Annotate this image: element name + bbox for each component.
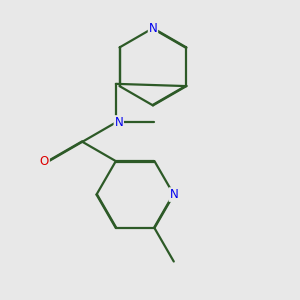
Text: N: N	[114, 116, 123, 129]
Text: N: N	[148, 22, 157, 34]
Text: N: N	[169, 188, 178, 201]
Text: O: O	[40, 154, 49, 168]
